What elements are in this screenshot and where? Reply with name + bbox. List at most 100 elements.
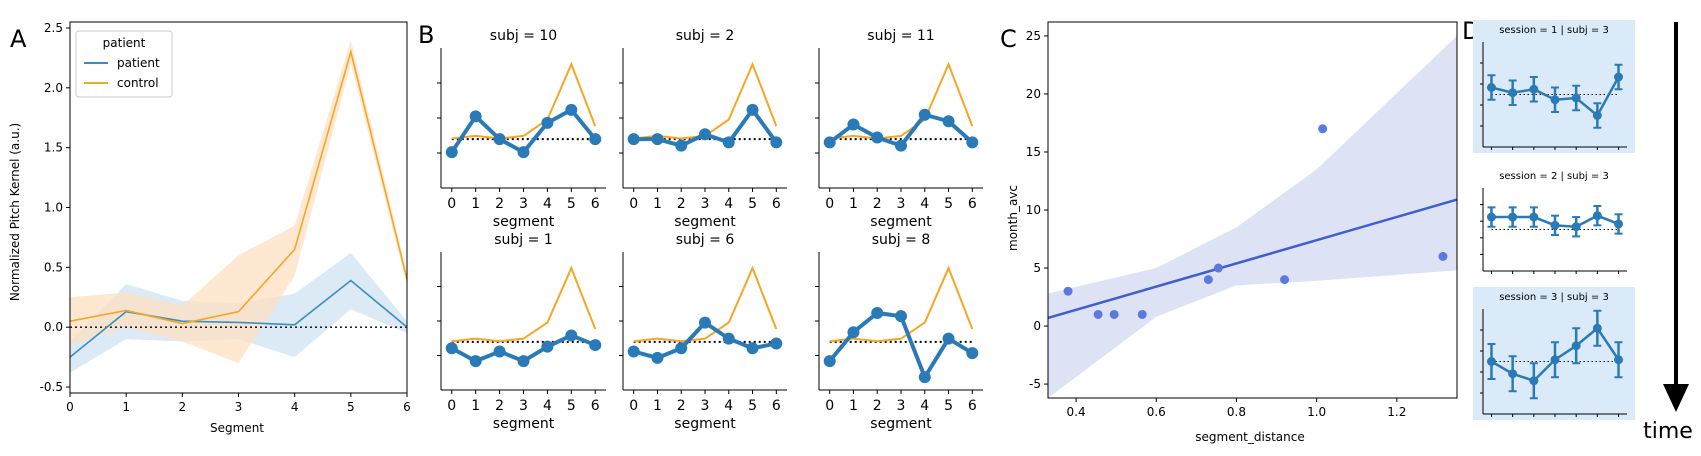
session-point (1508, 212, 1518, 222)
subject-point (871, 131, 884, 144)
x-tick-label: 5 (748, 196, 757, 212)
session-point (1571, 222, 1581, 232)
subject-point (589, 339, 602, 352)
session-point (1592, 111, 1602, 120)
scatter-point (1318, 124, 1328, 134)
panel-c-ylabel: month_avc (1006, 185, 1020, 251)
session-point (1529, 212, 1539, 222)
x-tick-label: 4 (724, 398, 733, 414)
x-tick-label: 5 (748, 398, 757, 414)
y-tick-label: 1.5 (44, 141, 63, 155)
regression-line (1047, 198, 1458, 320)
session-point (1486, 212, 1496, 222)
y-tick-label: 2.0 (44, 81, 63, 95)
subplot-xlabel: segment (493, 416, 555, 432)
subject-point (627, 345, 640, 358)
panel-label-b: B (418, 21, 434, 49)
session-point (1508, 88, 1518, 98)
subject-point (722, 332, 735, 345)
x-tick-label: 4 (920, 398, 929, 414)
y-tick-label: 0 (1033, 319, 1041, 333)
session-subplot: session = 1 | subj = 3 (1473, 20, 1635, 153)
subject-point (565, 329, 578, 342)
subplot-subj: subj = 1 0 1 2 3 4 5 6 segment (437, 232, 606, 432)
subplot-subj: subj = 6 0 1 2 3 4 5 6 segment (619, 232, 787, 432)
subject-point (895, 310, 907, 323)
panel-a-lines (69, 48, 408, 358)
x-tick-label: 3 (519, 398, 528, 414)
subject-point (895, 139, 907, 152)
x-tick-label: 3 (897, 398, 906, 414)
panel-a-xlabel: Segment (210, 421, 264, 435)
session-point (1614, 219, 1624, 229)
subplot-subj: subj = 8 0 1 2 3 4 5 6 segment (815, 232, 983, 432)
subplot-title: subj = 8 (872, 232, 930, 248)
panel-a-axes: 0 1 2 3 4 5 6 -0.5 0.0 0.5 1.0 1.5 2.0 2.5 (40, 21, 411, 414)
scatter-point (1109, 309, 1119, 319)
panel-a: 0 1 2 3 4 5 6 -0.5 0.0 0.5 1.0 1.5 2.0 2.5 Segment No… (8, 21, 411, 435)
x-tick-label: 6 (772, 196, 781, 212)
session-point (1614, 72, 1624, 82)
x-tick-label: 1 (849, 398, 858, 414)
panel-c-xlabel: segment_distance (1195, 430, 1304, 444)
legend-entry-control: control (117, 76, 159, 90)
x-tick-label: 1.2 (1387, 405, 1406, 419)
x-tick-label: 5 (347, 400, 355, 414)
control-line (633, 265, 778, 343)
subplot-title: subj = 1 (494, 232, 552, 248)
y-tick-label: 0.5 (44, 260, 63, 274)
subject-point (651, 351, 664, 364)
subplot-title: subj = 10 (490, 28, 557, 44)
session-point (1592, 323, 1602, 333)
legend-title: patient (103, 36, 146, 50)
subject-point (722, 136, 735, 149)
session-point (1486, 83, 1496, 92)
control-line (829, 61, 974, 140)
subject-point (942, 115, 955, 128)
session-subplot: session = 2 | subj = 3 (1480, 171, 1627, 274)
x-tick-label: 6 (772, 398, 781, 414)
x-tick-label: 0 (825, 398, 834, 414)
x-tick-label: 0 (629, 196, 638, 212)
x-tick-label: 0 (825, 196, 834, 212)
y-tick-label: 25 (1026, 29, 1041, 43)
x-tick-label: 0 (629, 398, 638, 414)
subject-point (675, 139, 688, 152)
session-point (1529, 376, 1539, 386)
panel-a-legend: patient patient control (75, 30, 173, 98)
x-tick-label: 1 (849, 196, 858, 212)
x-tick-label: 0.6 (1147, 405, 1166, 419)
subject-point (469, 355, 482, 368)
subject-point (517, 146, 530, 159)
panel-c-plot: 0.4 0.6 0.8 1.0 1.2 -5 0 5 10 15 20 25 (1026, 21, 1458, 419)
x-tick-label: 5 (567, 196, 576, 212)
x-tick-label: 2 (179, 400, 187, 414)
x-tick-label: 3 (519, 196, 528, 212)
subject-point (445, 146, 458, 159)
subject-point (517, 355, 530, 368)
x-tick-label: 2 (677, 196, 686, 212)
x-tick-label: 1 (471, 196, 480, 212)
x-tick-label: 1 (122, 400, 130, 414)
y-tick-label: -5 (1029, 377, 1041, 391)
x-tick-label: 2 (677, 398, 686, 414)
subject-point (541, 340, 554, 353)
y-tick-label: 0.0 (44, 320, 63, 334)
session-point (1550, 95, 1560, 105)
subject-point (847, 118, 860, 131)
series-line-patient (69, 279, 408, 358)
subject-point (699, 316, 711, 329)
x-tick-label: 4 (291, 400, 299, 414)
subplot-xlabel: segment (493, 214, 555, 230)
x-tick-label: 0.8 (1227, 405, 1246, 419)
panel-label-c: C (1000, 25, 1017, 53)
subplot-subj: subj = 11 0 1 2 3 4 5 6 segment (815, 28, 983, 230)
x-tick-label: 6 (591, 398, 600, 414)
x-tick-label: 4 (543, 398, 552, 414)
subject-point (966, 136, 979, 149)
time-arrow: time (1643, 22, 1693, 444)
x-tick-label: 2 (873, 398, 882, 414)
subject-point (746, 342, 759, 355)
